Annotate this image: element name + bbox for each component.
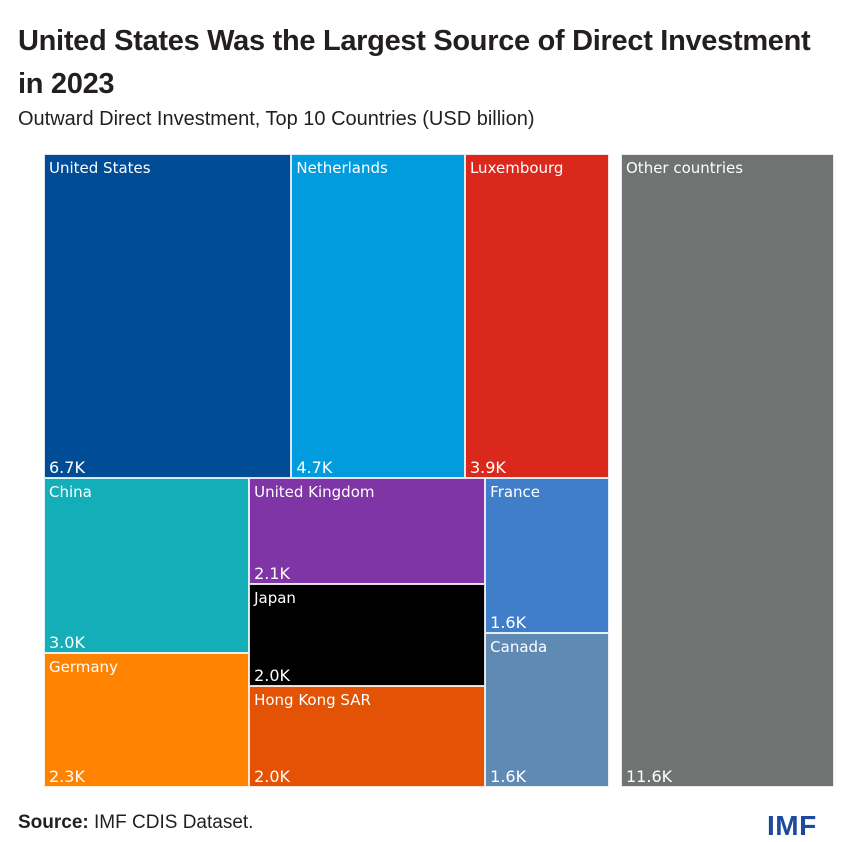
imf-logo: IMF — [767, 810, 817, 841]
tile-value: 1.6K — [490, 612, 527, 632]
tile-value: 1.6K — [490, 767, 527, 786]
source-note: Source: IMF CDIS Dataset. — [18, 812, 253, 834]
source-text: IMF CDIS Dataset. — [88, 812, 254, 833]
tile-label: Netherlands — [296, 159, 388, 177]
tile-value: 4.7K — [296, 458, 333, 477]
tile-label: United Kingdom — [254, 483, 375, 501]
treemap-tile-other-countries: Other countries 11.6K — [621, 154, 834, 787]
tile-value: 3.9K — [469, 458, 506, 477]
treemap-tile-france: France 1.6K — [485, 478, 609, 633]
tile-value: 2.3K — [49, 766, 85, 786]
chart-subtitle: Outward Direct Investment, Top 10 Countr… — [18, 108, 535, 130]
tile-label: Japan — [254, 589, 296, 608]
treemap-tile-united-states: United States 6.7K — [44, 154, 292, 478]
treemap-tile-hong-kong-sar: Hong Kong SAR 2.0K — [249, 685, 486, 787]
tile-label: Other countries — [626, 159, 744, 177]
source-label: Source: — [18, 812, 89, 833]
treemap-tile-netherlands: Netherlands 4.7K — [291, 154, 465, 478]
treemap-tile-japan: Japan 2.0K — [249, 584, 486, 686]
tile-label: United States — [49, 159, 151, 177]
tile-value: 2.0K — [254, 665, 291, 685]
tile-label: Germany — [49, 657, 118, 676]
treemap-tile-china: China 3.0K — [44, 478, 250, 653]
tile-label: China — [49, 483, 92, 501]
tile-label: France — [490, 483, 541, 501]
tile-value: 2.1K — [254, 564, 291, 584]
treemap-tile-luxembourg: Luxembourg 3.9K — [464, 154, 609, 478]
tile-value: 11.6K — [626, 767, 673, 786]
treemap-tile-germany: Germany 2.3K — [44, 652, 250, 787]
chart-title: United States Was the Largest Source of … — [18, 25, 811, 100]
tile-value: 2.0K — [254, 766, 291, 786]
tile-label: Canada — [490, 637, 548, 656]
tile-value: 6.7K — [49, 458, 85, 477]
treemap-tile-canada: Canada 1.6K — [485, 632, 609, 787]
treemap-tile-united-kingdom: United Kingdom 2.1K — [249, 478, 486, 585]
tile-label: Luxembourg — [469, 159, 564, 177]
tile-value: 3.0K — [49, 632, 85, 652]
tile-label: Hong Kong SAR — [254, 690, 371, 709]
